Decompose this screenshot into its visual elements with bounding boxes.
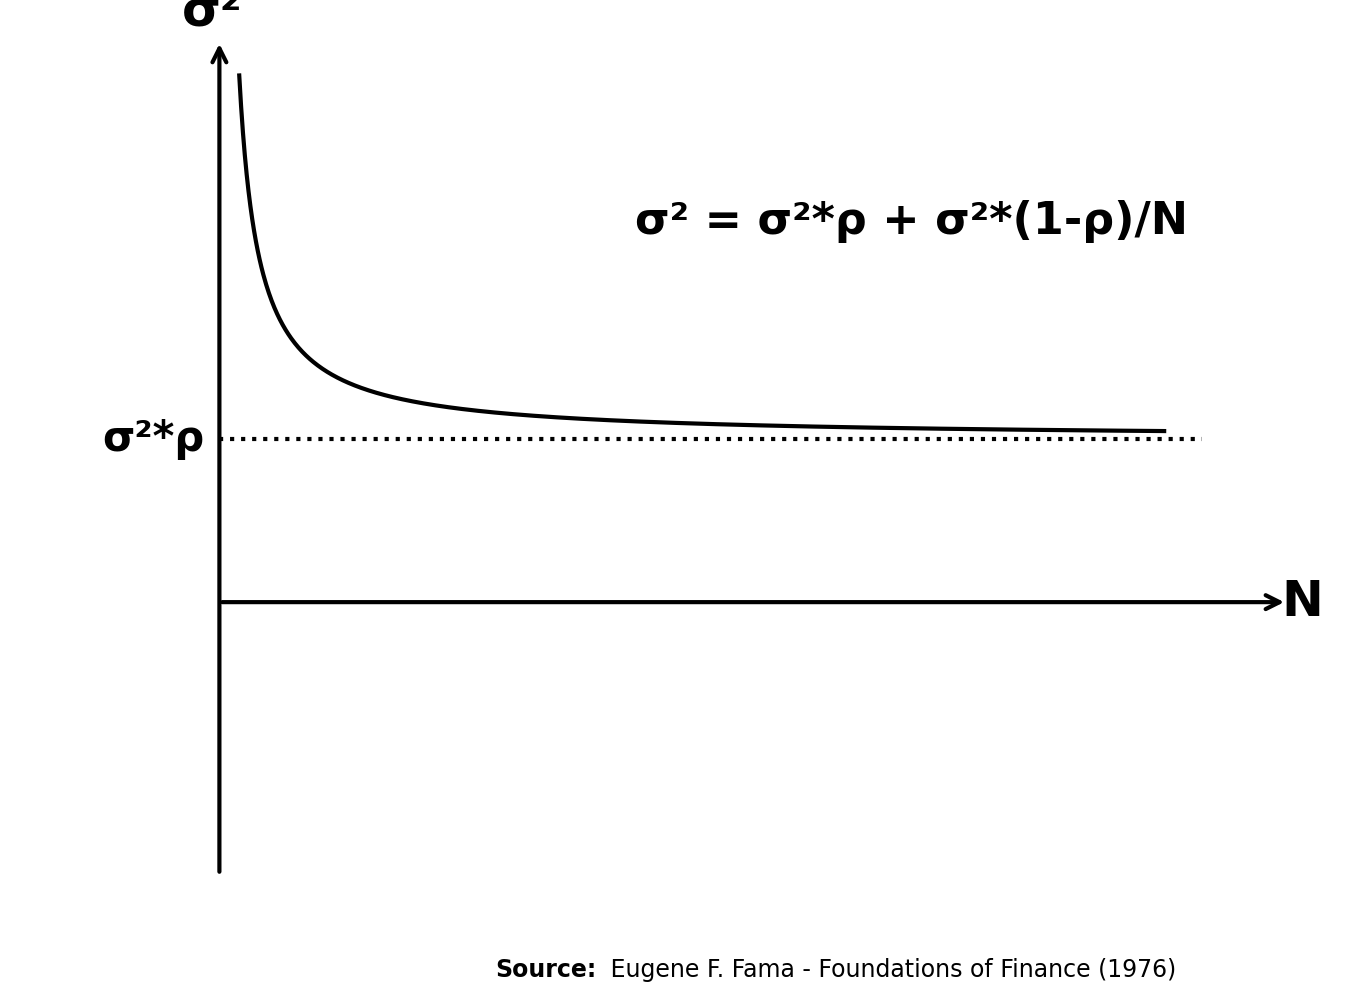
Text: Eugene F. Fama - Foundations of Finance (1976): Eugene F. Fama - Foundations of Finance … [603, 958, 1177, 982]
Text: N: N [1281, 578, 1323, 626]
Text: Source:: Source: [495, 958, 597, 982]
Text: σ²: σ² [182, 0, 243, 35]
Text: σ² = σ²*ρ + σ²*(1-ρ)/N: σ² = σ²*ρ + σ²*(1-ρ)/N [636, 200, 1188, 243]
Text: σ²*ρ: σ²*ρ [102, 418, 205, 460]
